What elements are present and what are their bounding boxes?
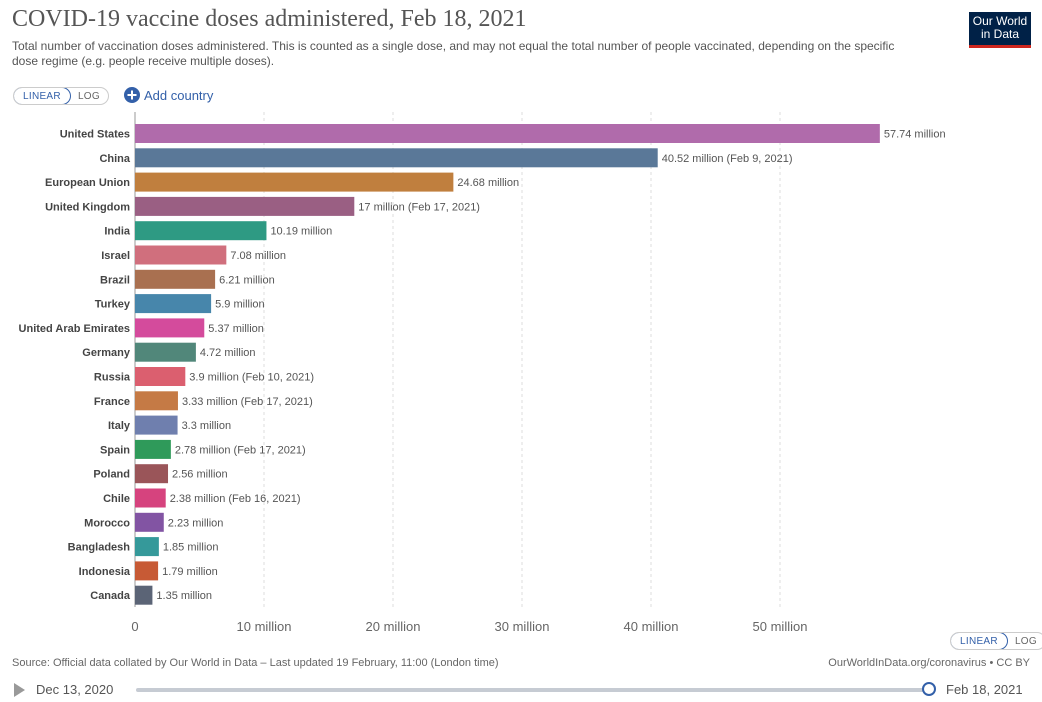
category-label: United Arab Emirates	[19, 323, 130, 335]
plus-circle-icon	[124, 87, 140, 103]
bar	[135, 318, 205, 338]
log-scale-button[interactable]: LOG	[77, 90, 100, 102]
value-label: 10.19 million	[270, 226, 332, 238]
category-label: Bangladesh	[68, 542, 131, 554]
chart-subtitle: Total number of vaccination doses admini…	[12, 39, 895, 68]
timeline-end-date: Feb 18, 2021	[946, 682, 1023, 697]
linear-scale-button-bottom[interactable]: LINEAR	[950, 633, 1008, 649]
value-label: 1.35 million	[156, 590, 212, 602]
x-tick-label: 40 million	[624, 619, 679, 634]
bar	[135, 342, 196, 362]
bar	[135, 585, 153, 605]
value-label: 2.23 million	[168, 517, 224, 529]
source-note: Source: Official data collated by Our Wo…	[12, 657, 499, 669]
value-label: 4.72 million	[200, 347, 256, 359]
log-scale-button-bottom[interactable]: LOG	[1014, 635, 1037, 647]
bar	[135, 124, 880, 143]
x-tick-label: 10 million	[237, 619, 292, 634]
value-label: 17 million (Feb 17, 2021)	[358, 201, 480, 213]
value-label: 57.74 million	[884, 129, 946, 141]
bar	[135, 537, 159, 557]
timeline: Dec 13, 2020 Feb 18, 2021	[12, 680, 1032, 700]
category-label: Russia	[94, 372, 131, 384]
scale-toggle-top: LINEAR LOG	[13, 87, 109, 105]
bar	[135, 245, 227, 265]
bar	[135, 488, 166, 508]
category-label: Chile	[103, 493, 130, 505]
bar	[135, 512, 164, 532]
bar	[135, 294, 212, 314]
bar	[135, 415, 178, 435]
value-label: 6.21 million	[219, 274, 275, 286]
value-label: 24.68 million	[457, 177, 519, 189]
value-label: 1.79 million	[162, 566, 218, 578]
value-label: 7.08 million	[230, 250, 286, 262]
value-label: 40.52 million (Feb 9, 2021)	[662, 153, 793, 165]
bar	[135, 269, 216, 289]
category-label: Morocco	[84, 517, 130, 529]
timeline-start-date: Dec 13, 2020	[36, 682, 114, 697]
owid-logo[interactable]: Our World in Data	[969, 12, 1031, 48]
value-label: 2.78 million (Feb 17, 2021)	[175, 444, 306, 456]
bar	[135, 172, 454, 192]
category-label: Turkey	[95, 299, 131, 311]
chart-title: COVID-19 vaccine doses administered, Feb…	[12, 6, 527, 32]
category-label: Germany	[82, 347, 131, 359]
add-country-button[interactable]: Add country	[124, 87, 213, 103]
value-label: 2.38 million (Feb 16, 2021)	[170, 493, 301, 505]
value-label: 5.37 million	[208, 323, 264, 335]
credit-link[interactable]: OurWorldInData.org/coronavirus • CC BY	[828, 657, 1030, 669]
value-label: 3.33 million (Feb 17, 2021)	[182, 396, 313, 408]
value-label: 3.9 million (Feb 10, 2021)	[189, 372, 314, 384]
x-tick-label: 30 million	[495, 619, 550, 634]
value-label: 1.85 million	[163, 542, 219, 554]
value-label: 3.3 million	[182, 420, 232, 432]
add-country-label: Add country	[144, 87, 214, 103]
x-tick-label: 50 million	[753, 619, 808, 634]
logo-line-2: in Data	[980, 27, 1020, 41]
value-label: 2.56 million	[172, 469, 228, 481]
category-label: United States	[60, 129, 130, 141]
category-label: Spain	[100, 444, 130, 456]
category-label: European Union	[45, 177, 130, 189]
category-label: United Kingdom	[45, 201, 130, 213]
bar	[135, 196, 355, 216]
bar	[135, 391, 178, 411]
value-label: 5.9 million	[215, 299, 265, 311]
category-label: China	[99, 153, 130, 165]
x-tick-label: 0	[131, 619, 138, 634]
scale-toggle-bottom: LINEAR LOG	[950, 632, 1042, 650]
category-label: Poland	[93, 469, 130, 481]
category-label: Italy	[108, 420, 131, 432]
timeline-handle[interactable]	[922, 682, 936, 696]
logo-line-1: Our World	[972, 14, 1028, 28]
category-label: India	[104, 226, 131, 238]
bar	[135, 367, 186, 386]
bar	[135, 439, 171, 459]
bar	[135, 464, 169, 484]
bar	[135, 561, 159, 581]
category-label: France	[94, 396, 130, 408]
bar	[135, 148, 658, 168]
timeline-track[interactable]	[136, 688, 930, 692]
linear-scale-button[interactable]: LINEAR	[13, 88, 71, 104]
play-icon[interactable]	[14, 683, 25, 697]
x-tick-label: 20 million	[366, 619, 421, 634]
category-label: Indonesia	[79, 566, 131, 578]
category-label: Canada	[90, 590, 131, 602]
category-label: Israel	[101, 250, 130, 262]
category-label: Brazil	[100, 274, 130, 286]
bar-chart: 0 10 million 20 million 30 million 40 millio…	[19, 112, 946, 634]
bar	[135, 221, 267, 241]
